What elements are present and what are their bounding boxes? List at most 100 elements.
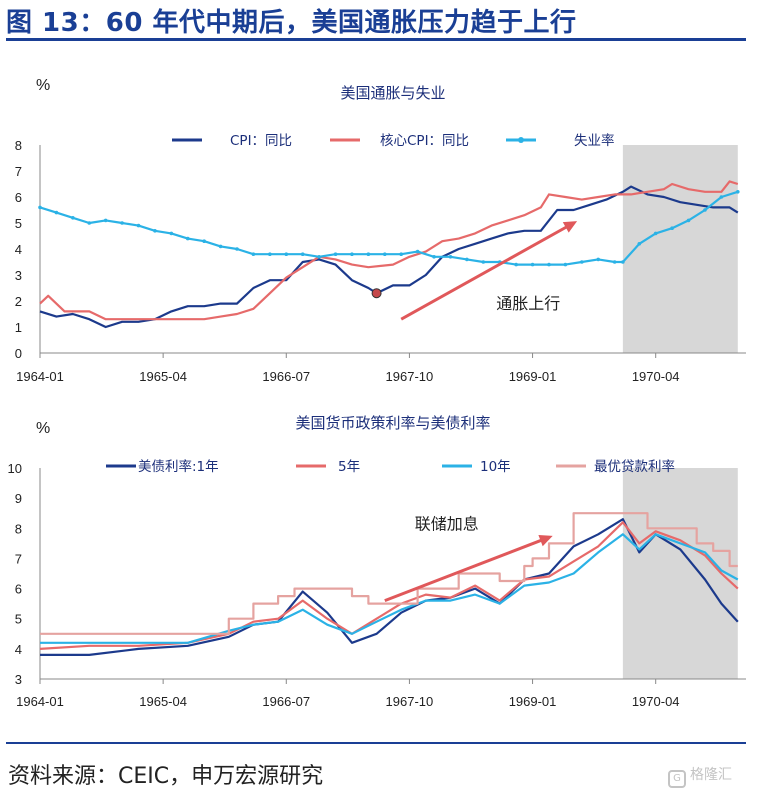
y-tick-label: 3 [15, 268, 22, 283]
annotation-arrow-shaft [384, 535, 550, 603]
series-point [686, 218, 691, 223]
series-point [563, 262, 568, 267]
y-tick-label: 5 [15, 216, 22, 231]
series-point [185, 236, 190, 241]
y-tick-label: 7 [15, 164, 22, 179]
series-point [317, 254, 321, 259]
series-point [596, 257, 601, 262]
x-tick-label: 1970-04 [632, 694, 680, 709]
series-line-1 [39, 185, 739, 329]
x-tick-label: 1964-01 [16, 694, 64, 709]
series-point [169, 231, 174, 236]
legend-label: CPI：同比 [230, 133, 292, 149]
series-point [481, 260, 486, 264]
series-point [514, 262, 518, 267]
series-point [735, 190, 740, 194]
annotation-arrow-head [562, 221, 578, 233]
series-point [399, 252, 404, 256]
series-point [465, 257, 469, 262]
series-point [38, 205, 42, 210]
series-point [703, 208, 707, 212]
x-tick-label: 1964-01 [16, 369, 64, 384]
series-point [432, 254, 436, 259]
legend-label: 最优贷款利率 [594, 458, 675, 475]
y-tick-label: 1 [15, 320, 22, 335]
series-point [251, 252, 256, 256]
series-line-3 [40, 533, 739, 644]
series-point [637, 242, 642, 246]
y-tick-label: 7 [15, 551, 22, 566]
series-point [300, 252, 305, 256]
legend-label: 失业率 [574, 132, 615, 149]
legend-label: 美债利率:1年 [138, 458, 219, 475]
chart-title: 美国通胀与失业 [340, 84, 445, 102]
x-tick-label: 1967-10 [386, 369, 434, 384]
series-point [235, 247, 239, 251]
series-point [670, 226, 674, 230]
series-point [448, 254, 453, 259]
source-note: 资料来源：CEIC，申万宏源研究 [8, 764, 324, 789]
y-tick-label: 8 [15, 521, 22, 536]
series-point [87, 221, 92, 225]
y-tick-label: 4 [15, 642, 22, 657]
series-point [71, 216, 75, 220]
series-point [612, 260, 617, 264]
watermark: G 格隆汇 [668, 764, 732, 788]
series-line-2 [39, 180, 739, 321]
y-tick-label: 10 [8, 461, 22, 476]
series-point [382, 252, 387, 256]
x-tick-label: 1965-04 [139, 694, 187, 709]
x-tick-label: 1965-04 [139, 369, 187, 384]
series-point [153, 229, 157, 233]
series-point [653, 231, 658, 236]
watermark-text: 格隆汇 [690, 767, 732, 783]
series-line-4 [40, 512, 738, 635]
annotation-arrow-shaft [400, 221, 575, 321]
series-point [415, 249, 420, 254]
series-point [621, 260, 625, 264]
x-tick-label: 1966-07 [262, 694, 310, 709]
series-point [202, 239, 206, 243]
series-point [103, 218, 108, 223]
series-point [719, 195, 724, 199]
y-tick-label: 3 [15, 672, 22, 687]
y-unit-label: % [36, 77, 50, 94]
chart-title: 美国货币政策利率与美债利率 [295, 414, 490, 432]
y-tick-label: 4 [15, 242, 22, 257]
x-tick-label: 1969-01 [509, 694, 557, 709]
y-unit-label: % [36, 420, 50, 437]
y-tick-label: 9 [15, 491, 22, 506]
y-tick-label: 6 [15, 190, 22, 205]
highlight-marker [371, 288, 382, 299]
y-tick-label: 2 [15, 294, 22, 309]
series-point [350, 252, 354, 256]
x-tick-label: 1969-01 [509, 369, 557, 384]
x-tick-label: 1970-04 [632, 369, 680, 384]
legend-swatch-marker [518, 137, 524, 143]
y-tick-label: 8 [15, 138, 22, 153]
series-point [120, 221, 124, 225]
series-point [54, 210, 59, 215]
y-tick-label: 6 [15, 582, 22, 597]
legend-label: 10年 [480, 459, 511, 475]
series-point [547, 262, 551, 267]
annotation-label: 通胀上行 [496, 294, 560, 313]
series-point [530, 262, 535, 267]
chart-canvas: 0 1 2 3 4 5 6 7 8 1964-01 1965-04 1966-07 1967-10 196… [8, 77, 746, 709]
series-point [268, 252, 272, 256]
figure-title: 图 13：60 年代中期后，美国通胀压力趋于上行 [6, 8, 577, 38]
shaded-period-band [622, 468, 738, 679]
shaded-period-band [622, 145, 738, 353]
legend-label: 核心CPI：同比 [380, 133, 469, 149]
series-point [580, 260, 584, 264]
chart-panel-1: 0 1 2 3 4 5 6 7 8 1964-01 1965-04 1966-07 1967-10 196… [15, 77, 746, 384]
series-point [366, 252, 371, 256]
annotation-label: 联储加息 [415, 514, 479, 533]
watermark-logo-icon: G [668, 770, 686, 788]
x-tick-label: 1966-07 [262, 369, 310, 384]
y-tick-label: 5 [15, 612, 22, 627]
y-tick-label: 0 [15, 346, 22, 361]
x-tick-label: 1967-10 [386, 694, 434, 709]
series-point [333, 252, 338, 256]
annotation-arrow-head [538, 535, 553, 547]
